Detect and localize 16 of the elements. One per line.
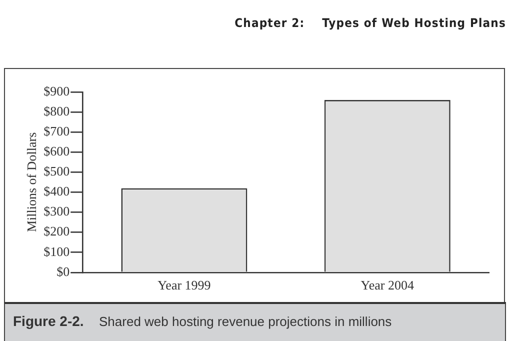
x-tick-label: Year 1999 [158,278,211,293]
y-tick-label: $500 [44,164,70,179]
y-tick-label: $900 [44,83,70,98]
text: Chapter 2: Types of Web Hosting Plans [234,16,506,30]
text: Shared web hosting revenue projections in millions [99,314,392,329]
x-tick-label: Year 2004 [360,278,414,293]
y-tick-label: $200 [44,224,70,239]
y-tick-label: $700 [44,124,70,139]
y-axis-title: Millions of Dollars [24,132,40,232]
y-tick-label: $100 [44,244,70,259]
y-tick-label: $300 [44,204,70,219]
y-tick-label: $600 [44,144,70,159]
text: Figure 2-2. [13,313,84,329]
y-tick-label: $400 [44,184,70,199]
y-tick-label: $0 [56,264,70,279]
y-tick-label: $800 [44,103,70,118]
